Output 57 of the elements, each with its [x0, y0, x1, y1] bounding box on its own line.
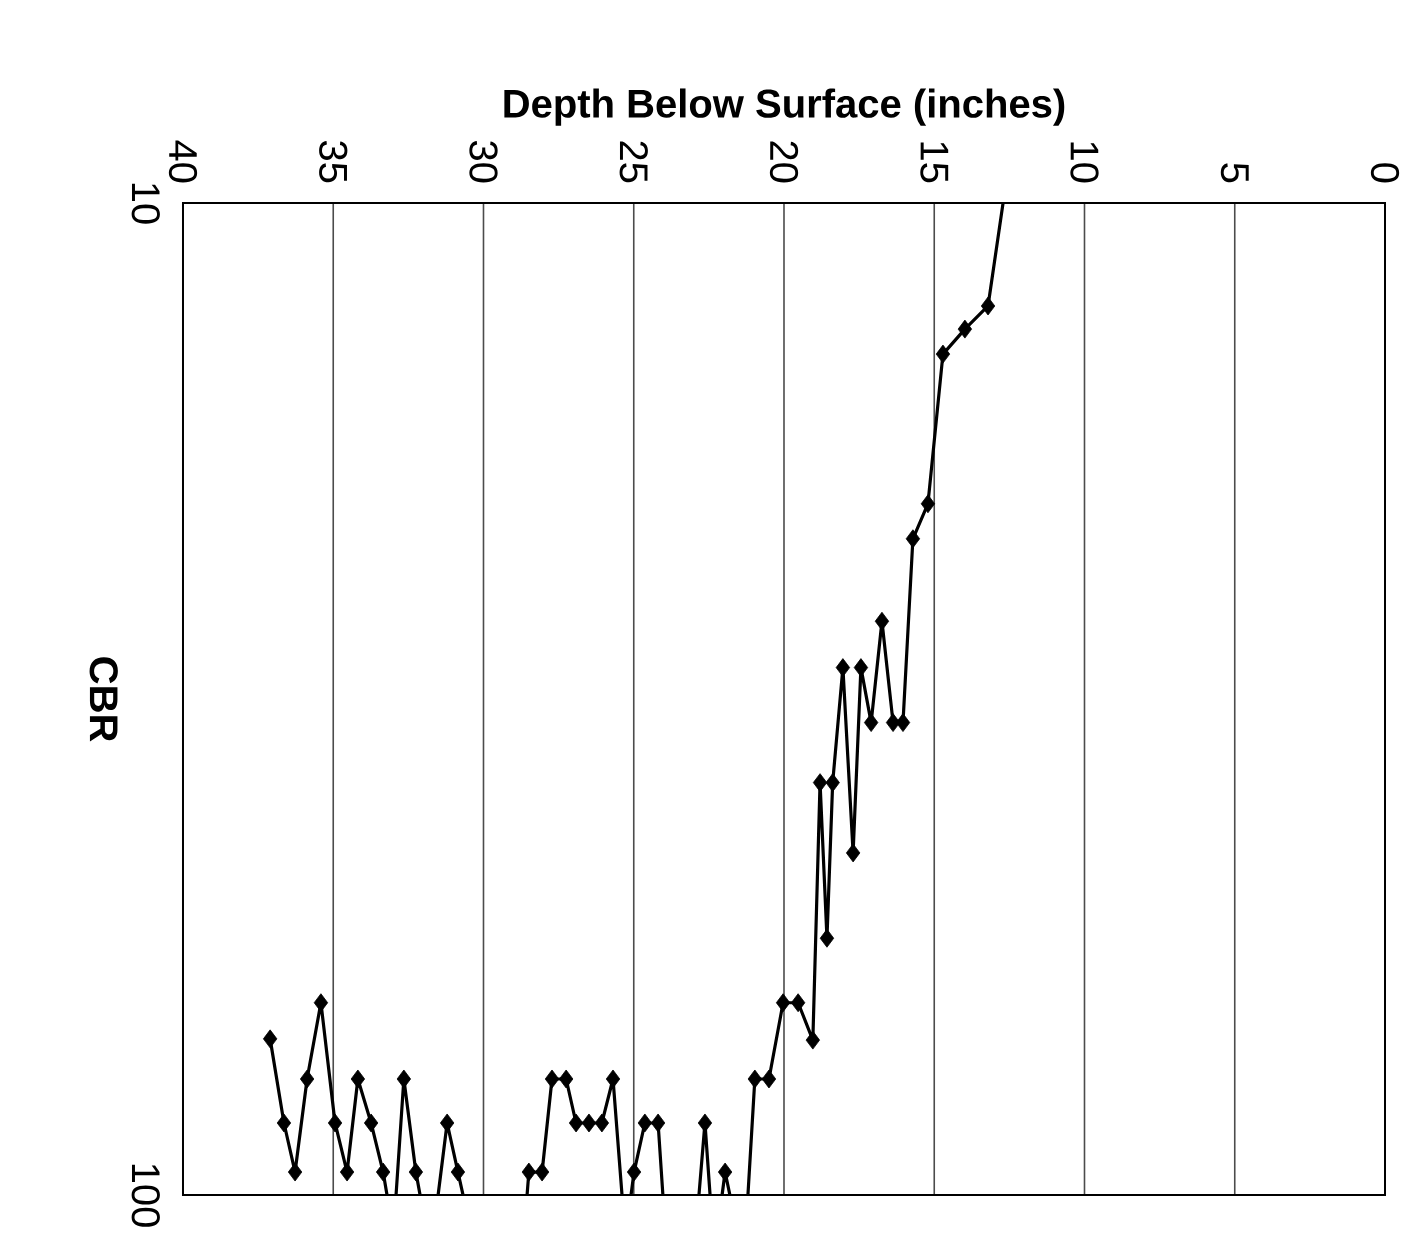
x-tick-label: 40	[168, 140, 198, 183]
point	[874, 611, 890, 631]
point	[775, 993, 791, 1013]
point	[544, 1069, 560, 1089]
point	[905, 529, 921, 549]
point	[805, 1030, 820, 1050]
point	[853, 658, 869, 678]
point	[287, 1162, 303, 1182]
point	[812, 773, 828, 793]
point	[790, 993, 806, 1013]
point	[276, 1113, 292, 1133]
x-tick-label: 10	[1070, 142, 1099, 183]
x-tick-label: 25	[619, 141, 648, 183]
y-axis-title: CBR	[89, 657, 118, 742]
point	[558, 1069, 574, 1089]
point	[605, 1069, 621, 1089]
point	[825, 773, 840, 793]
point	[396, 1069, 412, 1089]
x-axis-title: Depth Below Surface (inches)	[504, 88, 1065, 126]
point	[863, 713, 879, 732]
point	[339, 1162, 355, 1182]
point	[299, 1069, 315, 1089]
point	[581, 1113, 597, 1133]
point	[350, 1069, 366, 1089]
x-tick-label: 0	[1370, 163, 1400, 183]
point	[935, 344, 951, 364]
point	[262, 1029, 278, 1049]
point	[626, 1162, 642, 1182]
point	[717, 1162, 733, 1182]
point	[650, 1113, 666, 1133]
point	[534, 1162, 550, 1182]
point	[957, 319, 973, 339]
point	[761, 1069, 777, 1089]
y-tick-label: 100	[131, 1164, 160, 1227]
point	[747, 1069, 762, 1089]
point	[637, 1113, 653, 1133]
point	[450, 1162, 466, 1182]
point	[568, 1113, 584, 1133]
x-tick-label: 5	[1220, 163, 1249, 183]
point	[327, 1113, 343, 1133]
point	[819, 928, 835, 948]
point	[363, 1113, 379, 1133]
point	[313, 993, 329, 1013]
x-tick-label: 30	[469, 141, 498, 183]
point	[980, 296, 996, 316]
x-tick-label: 35	[319, 141, 348, 183]
point	[697, 1113, 713, 1133]
point	[439, 1113, 455, 1133]
point	[375, 1162, 391, 1182]
x-tick-label: 20	[769, 141, 799, 183]
point	[521, 1162, 537, 1182]
point	[920, 494, 936, 514]
x-tick-label: 15	[920, 142, 949, 183]
point	[845, 843, 861, 863]
point	[408, 1162, 424, 1182]
point	[594, 1113, 610, 1133]
point	[835, 658, 851, 678]
